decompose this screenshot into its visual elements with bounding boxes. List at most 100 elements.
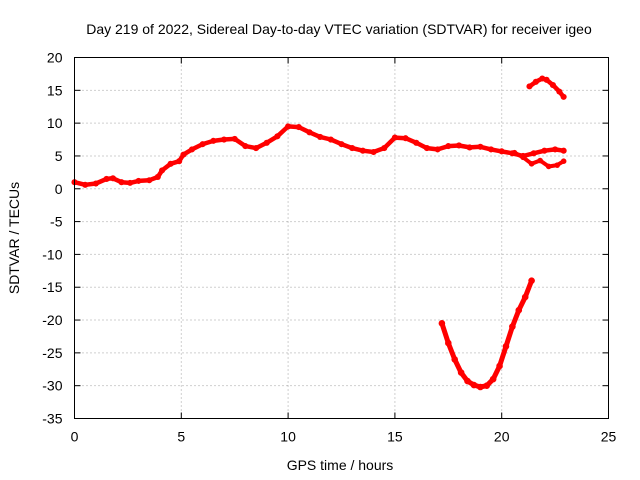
- data-point: [549, 82, 557, 89]
- data-point: [370, 148, 377, 156]
- data-point: [445, 339, 452, 347]
- data-point: [477, 383, 484, 391]
- x-tick-label: 25: [601, 429, 617, 445]
- data-point: [220, 136, 228, 143]
- y-tick-label: -35: [42, 411, 62, 427]
- y-tick-label: -30: [42, 378, 62, 394]
- data-point: [520, 154, 526, 161]
- x-tick-label: 5: [177, 429, 185, 445]
- data-point: [528, 161, 535, 167]
- y-tick-label: -10: [42, 246, 62, 262]
- axis-ticks: 0 5 10 15 20 25 20 15 10 5 0 -5 -10 -15 -20 -25 -30 -35: [42, 50, 616, 445]
- data-point: [496, 362, 503, 370]
- data-point: [381, 145, 388, 152]
- chart-title: Day 219 of 2022, Sidereal Day-to-day VTE…: [86, 21, 592, 37]
- data-point: [103, 175, 110, 182]
- x-axis-label: GPS time / hours: [287, 457, 394, 473]
- data-point: [521, 293, 529, 301]
- y-tick-label: 15: [47, 82, 63, 98]
- data-point: [466, 144, 473, 151]
- data-point: [541, 147, 548, 154]
- data-point: [285, 123, 292, 130]
- data-point: [126, 179, 134, 186]
- data-point: [502, 343, 510, 350]
- data-point: [487, 146, 495, 153]
- data-point: [306, 129, 313, 136]
- data-point: [438, 320, 446, 327]
- data-point: [560, 158, 567, 165]
- y-axis-label: SDTVAR / TECUs: [6, 182, 22, 294]
- y-tick-label: -15: [42, 279, 62, 295]
- data-point: [526, 83, 533, 90]
- y-tick-label: 20: [47, 50, 63, 66]
- data-point: [338, 141, 345, 148]
- data-series: [71, 75, 567, 391]
- data-point: [511, 149, 518, 156]
- data-point: [552, 146, 559, 153]
- data-point: [537, 157, 543, 164]
- data-point: [180, 151, 187, 158]
- data-point: [470, 381, 478, 389]
- data-point: [455, 142, 463, 149]
- data-point: [413, 139, 420, 146]
- data-point: [498, 148, 505, 155]
- data-point: [423, 145, 430, 152]
- data-point: [391, 134, 398, 141]
- data-point: [543, 76, 550, 83]
- data-point: [167, 160, 174, 167]
- data-point: [154, 173, 161, 181]
- data-point: [159, 167, 166, 174]
- data-point: [349, 145, 356, 152]
- plot-frame: [74, 57, 609, 419]
- data-point: [118, 179, 125, 186]
- data-point: [188, 146, 196, 153]
- data-point: [515, 306, 523, 314]
- y-tick-label: 0: [55, 181, 63, 197]
- x-tick-label: 20: [494, 429, 510, 445]
- data-point: [82, 181, 89, 188]
- data-point: [528, 277, 535, 284]
- data-point: [402, 135, 409, 142]
- data-point: [530, 150, 537, 157]
- data-point: [176, 158, 183, 165]
- x-tick-label: 15: [387, 429, 403, 445]
- series-negative-dip: [439, 278, 535, 390]
- data-point: [359, 147, 366, 154]
- data-point: [532, 78, 539, 85]
- data-point: [489, 375, 497, 383]
- data-point: [274, 133, 281, 140]
- data-point: [253, 145, 260, 152]
- data-point: [445, 143, 452, 150]
- data-point: [477, 143, 484, 150]
- y-tick-label: -25: [42, 345, 62, 361]
- data-point: [327, 136, 334, 143]
- data-point: [556, 88, 563, 95]
- data-point: [434, 146, 441, 153]
- data-point: [109, 175, 116, 182]
- data-point: [210, 137, 217, 144]
- data-point: [554, 162, 561, 168]
- data-point: [231, 135, 238, 142]
- data-point: [146, 177, 153, 184]
- y-tick-label: 10: [47, 115, 63, 131]
- data-point: [509, 323, 516, 330]
- data-point: [457, 369, 465, 376]
- data-point: [263, 139, 270, 146]
- data-point: [295, 124, 302, 131]
- y-tick-label: -5: [50, 214, 63, 230]
- data-point: [560, 93, 567, 100]
- x-tick-label: 10: [280, 429, 296, 445]
- data-point: [317, 133, 324, 140]
- y-tick-label: 5: [55, 148, 63, 164]
- data-point: [464, 377, 471, 385]
- data-point: [483, 382, 491, 389]
- data-point: [135, 177, 142, 184]
- data-point: [242, 143, 249, 150]
- y-tick-label: -20: [42, 312, 62, 328]
- data-point: [451, 356, 459, 363]
- grid-lines: [74, 57, 609, 419]
- data-point: [199, 141, 206, 148]
- x-tick-label: 0: [71, 429, 79, 445]
- data-point: [92, 180, 99, 187]
